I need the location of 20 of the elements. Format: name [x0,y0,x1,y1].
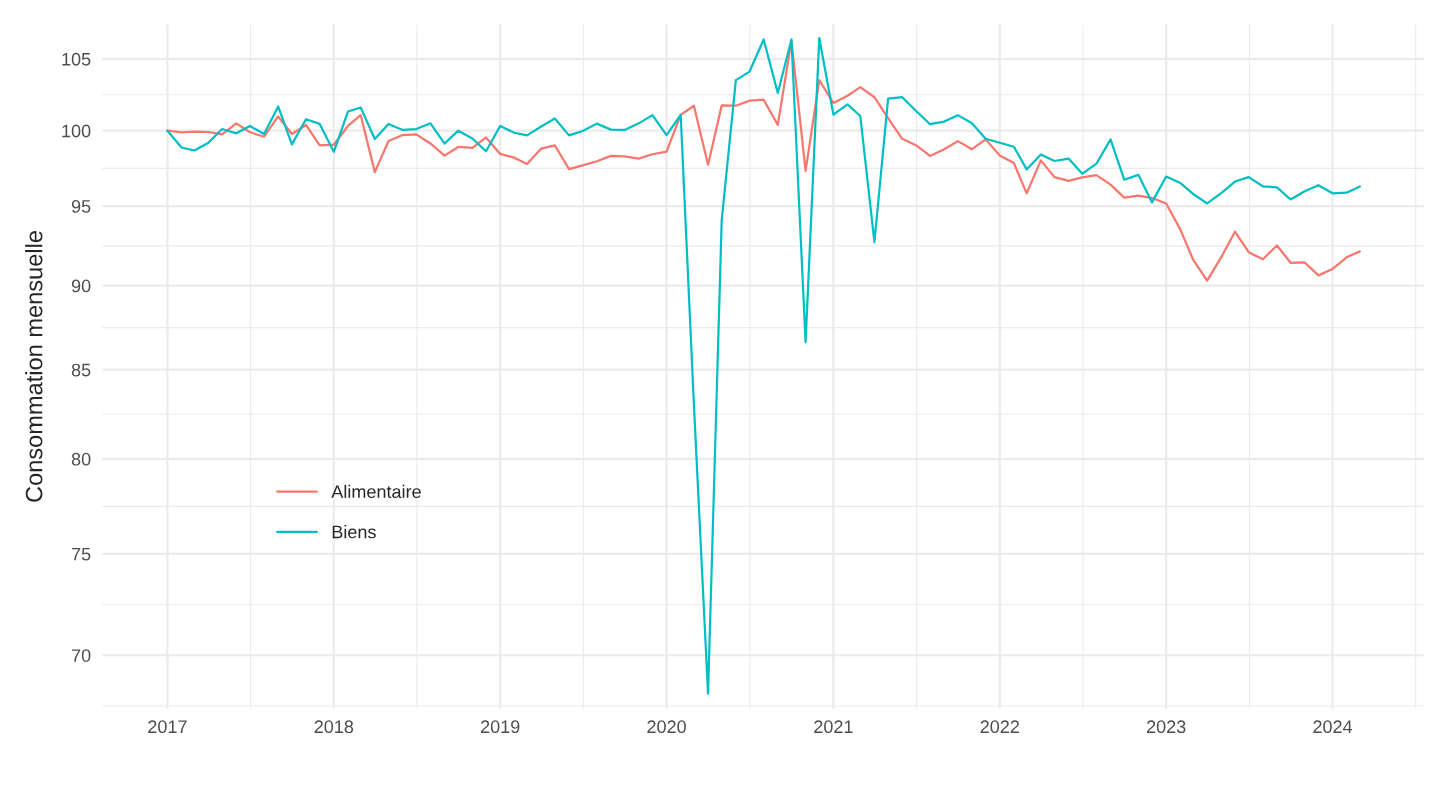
y-tick-label: 80 [71,452,91,466]
x-tick-label: 2021 [814,720,853,734]
y-tick-label: 100 [62,124,91,138]
y-tick-label: 90 [71,279,91,293]
legend-label: Alimentaire [331,484,421,499]
y-axis-title: Consommation mensuelle [25,231,43,502]
x-tick-label: 2017 [148,720,187,734]
y-tick-label: 75 [71,547,91,561]
y-tick-label: 95 [71,200,91,213]
y-tick-label: 105 [62,52,91,66]
y-tick-label: 70 [71,649,91,662]
legend-label: Biens [332,525,376,539]
x-tick-label: 2020 [647,720,686,734]
x-tick-label: 2019 [481,720,520,734]
line-series [166,36,1361,695]
x-tick-label: 2018 [314,720,354,734]
x-tick-label: 2024 [1313,720,1353,734]
y-tick-label: 85 [71,363,91,377]
x-tick-label: 2022 [980,720,1019,734]
x-tick-label: 2023 [1146,720,1186,734]
